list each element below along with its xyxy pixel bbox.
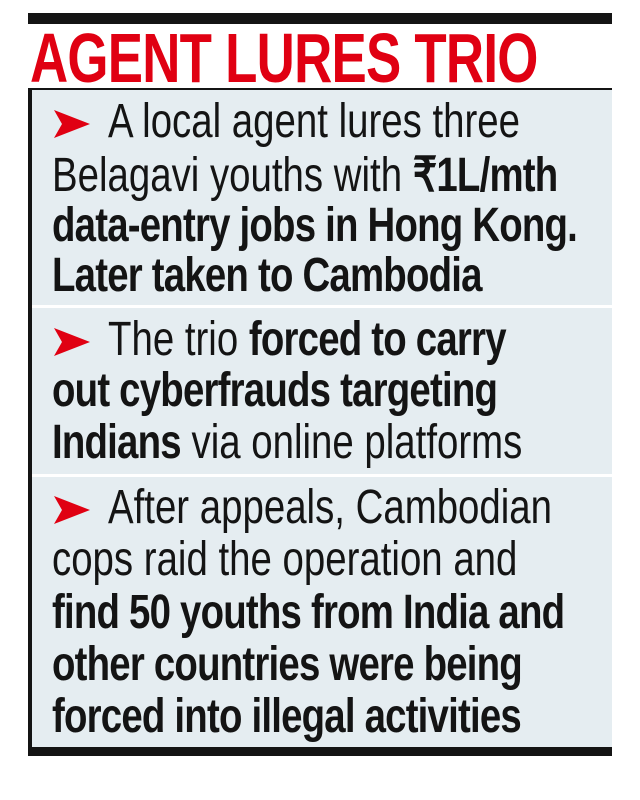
point-panel-2: The trio forced to carry out cyberfrauds … bbox=[32, 308, 612, 474]
point-panel-3: After appeals, Cambodian cops raid the op… bbox=[32, 477, 612, 747]
point-line: Indians via online platforms bbox=[52, 417, 522, 469]
text: A local agent lures three bbox=[108, 95, 520, 148]
red-arrowhead-icon bbox=[54, 328, 90, 356]
bold-text: data-entry jobs in Hong Kong. bbox=[52, 199, 578, 252]
point-line: cops raid the operation and bbox=[52, 534, 517, 586]
bold-text: forced into illegal activities bbox=[52, 690, 522, 743]
point-line: Later taken to Cambodia bbox=[52, 250, 482, 302]
bold-text: find 50 youths from India and bbox=[52, 586, 565, 639]
point-line: data-entry jobs in Hong Kong. bbox=[52, 199, 578, 252]
bold-text: out cyberfrauds targeting bbox=[52, 364, 498, 417]
red-arrowhead-icon bbox=[54, 110, 90, 138]
point-line: find 50 youths from India and bbox=[52, 586, 565, 639]
text: Belagavi youths with bbox=[52, 149, 413, 202]
headline: AGENT LURES TRIO bbox=[30, 19, 538, 97]
text: via online platforms bbox=[180, 416, 523, 469]
point-panel-1: A local agent lures three Belagavi youths… bbox=[32, 90, 612, 305]
point-line: After appeals, Cambodian bbox=[108, 482, 552, 534]
bold-text: forced to carry bbox=[248, 313, 507, 366]
point-line: other countries were being bbox=[52, 638, 523, 691]
point-line: forced into illegal activities bbox=[52, 690, 522, 743]
text: After appeals, Cambodian bbox=[108, 481, 552, 534]
top-rule bbox=[28, 13, 612, 24]
bold-text: Indians bbox=[52, 416, 182, 469]
red-arrowhead-icon bbox=[54, 496, 90, 524]
bold-text: other countries were being bbox=[52, 638, 523, 691]
bold-text: Later taken to Cambodia bbox=[52, 249, 482, 302]
point-line: The trio forced to carry bbox=[108, 313, 507, 366]
points-box: A local agent lures three Belagavi youths… bbox=[28, 88, 612, 756]
bold-text: ₹1L/mth bbox=[412, 149, 558, 202]
point-line: out cyberfrauds targeting bbox=[52, 364, 498, 417]
point-line: Belagavi youths with ₹1L/mth bbox=[52, 149, 558, 202]
text: The trio bbox=[108, 313, 249, 366]
text: cops raid the operation and bbox=[52, 533, 518, 586]
point-line: A local agent lures three bbox=[108, 96, 520, 148]
